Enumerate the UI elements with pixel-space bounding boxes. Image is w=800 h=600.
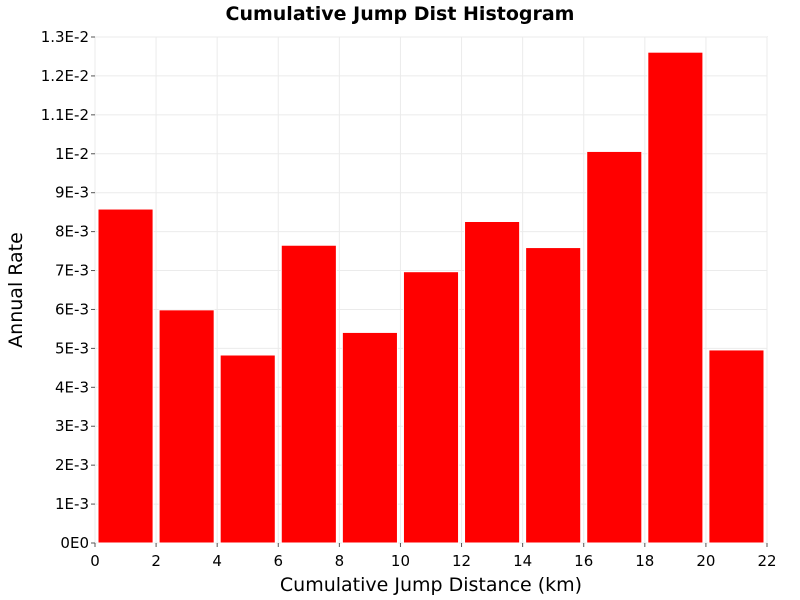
- histogram-bar: [158, 309, 215, 544]
- y-tick-label: 1E-2: [55, 145, 89, 163]
- histogram-bar: [647, 51, 704, 544]
- x-tick-label: 16: [574, 552, 593, 570]
- histogram-bar: [280, 244, 337, 544]
- x-tick-label: 18: [635, 552, 654, 570]
- x-tick-label: 6: [273, 552, 283, 570]
- y-tick-label: 1.2E-2: [41, 67, 89, 85]
- y-tick-label: 1.3E-2: [41, 28, 89, 46]
- y-tick-label: 0E0: [60, 534, 89, 552]
- x-tick-label: 14: [513, 552, 532, 570]
- bars: [97, 51, 765, 544]
- x-tick-label: 4: [212, 552, 222, 570]
- y-tick-label: 3E-3: [55, 417, 89, 435]
- chart-title: Cumulative Jump Dist Histogram: [226, 3, 575, 25]
- x-tick-label: 10: [391, 552, 410, 570]
- x-axis-label: Cumulative Jump Distance (km): [280, 574, 582, 596]
- y-tick-label: 1E-3: [55, 495, 89, 513]
- histogram-bar: [402, 271, 460, 544]
- x-tick-label: 12: [452, 552, 471, 570]
- histogram-bar: [708, 349, 765, 544]
- x-tick-label: 22: [757, 552, 776, 570]
- x-tick-label: 8: [335, 552, 345, 570]
- histogram-bar: [97, 208, 154, 544]
- y-tick-label: 6E-3: [55, 300, 89, 318]
- histogram-bar: [586, 150, 643, 544]
- x-tick-label: 0: [90, 552, 100, 570]
- histogram-bar: [464, 220, 521, 544]
- y-axis-ticks: 0E0 1E-3 2E-3 3E-3 4E-3 5E-3 6E-3 7E-3 8E-3 9E-3 1…: [41, 28, 95, 552]
- y-tick-label: 5E-3: [55, 339, 89, 357]
- x-tick-label: 20: [696, 552, 715, 570]
- y-tick-label: 7E-3: [55, 262, 89, 280]
- y-tick-label: 1.1E-2: [41, 106, 89, 124]
- y-tick-label: 4E-3: [55, 378, 89, 396]
- histogram-bar: [525, 247, 582, 544]
- y-tick-label: 8E-3: [55, 223, 89, 241]
- y-tick-label: 2E-3: [55, 456, 89, 474]
- x-tick-label: 2: [151, 552, 161, 570]
- histogram-bar: [219, 354, 276, 544]
- x-axis-ticks: 0 2 4 6 8 10 12 14 16 18 20 22: [90, 543, 777, 570]
- y-axis-label: Annual Rate: [5, 232, 27, 348]
- y-tick-label: 9E-3: [55, 184, 89, 202]
- histogram-bar: [341, 331, 398, 544]
